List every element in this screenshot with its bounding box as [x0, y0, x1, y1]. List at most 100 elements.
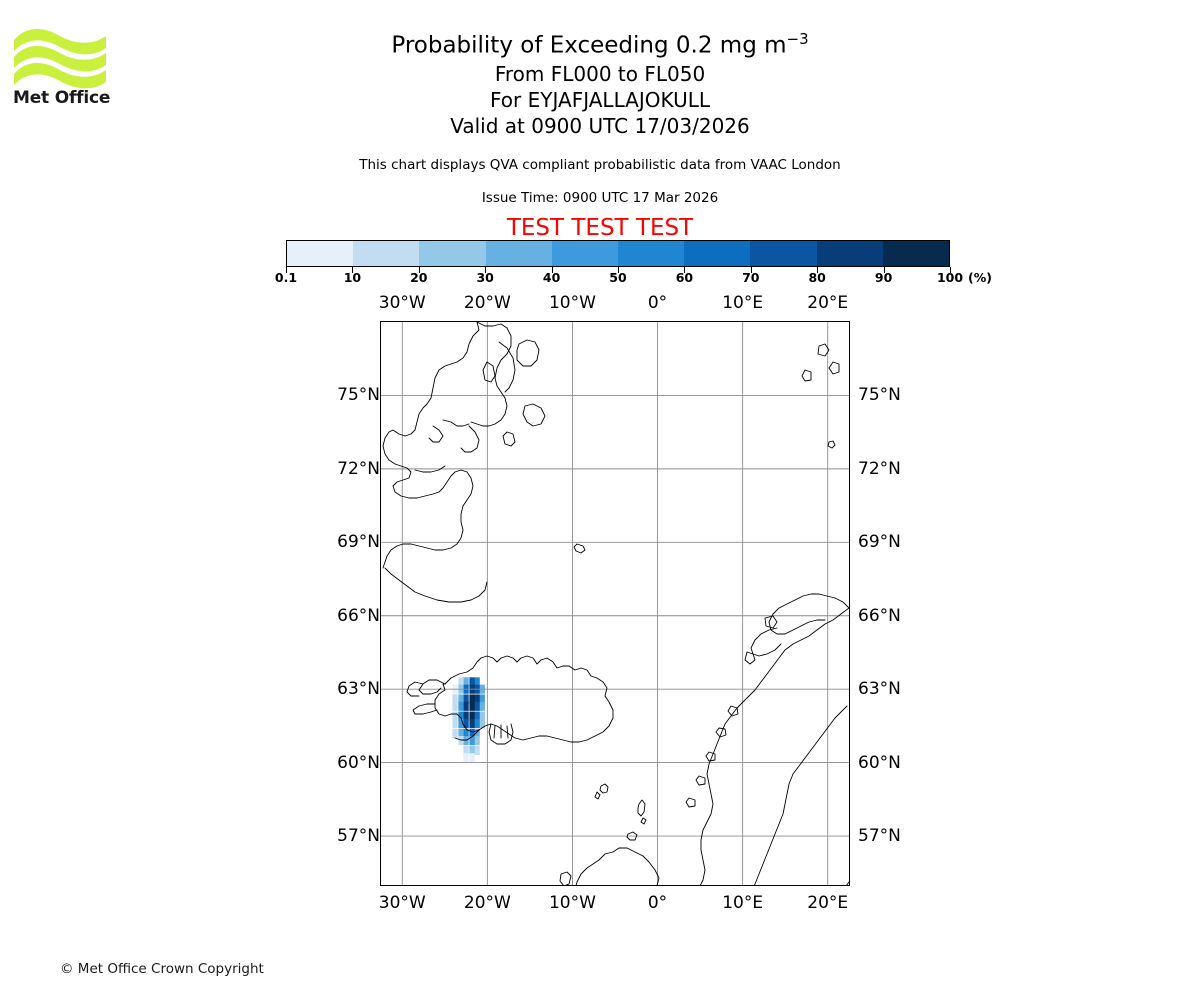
- plume-cell: [463, 711, 469, 721]
- colorbar-ticks: [286, 267, 951, 275]
- colorbar-tick-label-6: 60: [675, 270, 694, 285]
- plume-cell: [458, 728, 464, 738]
- colorbar-unit-label: (%): [968, 270, 992, 285]
- norway-islet-2: [715, 727, 727, 738]
- scotland-west-coast: [575, 851, 614, 885]
- colorbar-tick-5: [618, 267, 619, 273]
- colorbar-tick-label-9: 90: [874, 270, 893, 285]
- plume-cell: [474, 701, 480, 711]
- iceland-coastline: [434, 655, 614, 743]
- plume-cell: [469, 753, 475, 763]
- volcano-name-subtitle: For EYJAFJALLAJOKULL: [490, 87, 710, 112]
- chart-title-block: Probability of Exceeding 0.2 mg m−3 From…: [0, 24, 1200, 139]
- colorbar-tick-3: [485, 267, 487, 273]
- plume-cell: [474, 711, 480, 721]
- lat-label-left-0: 75°N: [337, 385, 380, 406]
- iceland-nw-fjords: [418, 679, 446, 695]
- plume-cell: [469, 745, 475, 755]
- colorbar-tick-label-3: 30: [476, 270, 494, 285]
- lat-label-right-1: 72°N: [858, 458, 901, 479]
- graticule-gridlines: [381, 322, 849, 885]
- great-britain-coastline: [612, 847, 660, 885]
- colorbar-tick-0: [286, 267, 287, 273]
- lon-label-top-3: 0°: [647, 293, 668, 313]
- plume-cell: [458, 701, 464, 711]
- plume-cell: [479, 701, 485, 711]
- lon-label-top-4: 10°E: [722, 293, 764, 313]
- lofoten-islet-1: [744, 651, 756, 665]
- iceland-volcano-inner-1: [493, 725, 496, 739]
- colorbar-segment-5: [618, 241, 685, 266]
- qva-compliance-note: This chart displays QVA compliant probab…: [359, 157, 841, 173]
- greenland-coastline: [382, 322, 480, 569]
- colorbar-tick-label-0: 0.1: [274, 270, 298, 285]
- norway-islet-3: [705, 751, 716, 762]
- iceland-south-bay: [488, 723, 514, 745]
- plume-cell: [452, 718, 458, 728]
- greenland-inlet-a: [498, 341, 516, 393]
- plume-cell: [463, 728, 469, 738]
- iceland-snaefell: [412, 703, 438, 715]
- norway-islet-5: [685, 797, 696, 808]
- colorbar-tick-labels: 0.1 10 20 30 40 50 60 70 80 90 100: [275, 270, 963, 288]
- colorbar-tick-10: [950, 267, 951, 273]
- colorbar-gradient: [286, 240, 950, 267]
- colorbar-segment-3: [485, 241, 552, 266]
- met-office-wave-icon: [14, 29, 106, 89]
- probability-colorbar: [286, 240, 950, 267]
- faroe-islands: [599, 783, 609, 794]
- colorbar-tick-label-4: 40: [542, 270, 561, 285]
- plume-cell: [474, 677, 480, 687]
- plume-cell: [452, 711, 458, 721]
- norway-north-coast: [768, 593, 849, 635]
- colorbar-segment-2: [419, 241, 486, 266]
- lon-label-bottom-4: 10°E: [722, 893, 764, 913]
- lofoten-islands: [750, 627, 782, 657]
- greenland-south-tip: [384, 567, 488, 603]
- plume-cell: [469, 718, 475, 728]
- vesteralen-islet: [764, 615, 778, 629]
- met-office-logo-text: Met Office: [13, 88, 111, 108]
- greenland-fjord-3: [414, 465, 446, 473]
- lon-label-top-2: 10°W: [548, 293, 596, 313]
- colorbar-tick-9: [883, 267, 885, 273]
- plume-cell: [458, 694, 464, 704]
- lat-label-right-5: 60°N: [858, 752, 901, 773]
- lat-label-left-3: 66°N: [337, 605, 380, 626]
- sweden-east-coast: [754, 705, 848, 885]
- colorbar-tick-label-10: 100: [936, 270, 964, 285]
- lon-label-top-0: 30°W: [378, 293, 426, 313]
- iceland-volcano-inner-3: [506, 725, 509, 739]
- map-svg: [381, 322, 849, 885]
- colorbar-tick-label-5: 50: [609, 270, 627, 285]
- hebrides-1: [559, 871, 572, 885]
- colorbar-tick-1: [352, 267, 354, 273]
- ash-plume-layer: [452, 677, 485, 763]
- test-banner: TEST TEST TEST: [506, 215, 694, 241]
- plume-cell: [458, 736, 464, 746]
- map-plot-area[interactable]: [380, 321, 850, 886]
- plume-cell: [474, 736, 480, 746]
- page-title-text: Probability of Exceeding 0.2 mg m: [391, 32, 787, 59]
- plume-cell: [463, 718, 469, 728]
- bear-island-islet: [827, 440, 836, 449]
- lon-label-top-1: 20°W: [463, 293, 511, 313]
- orkney-islands: [626, 831, 638, 841]
- lon-label-bottom-3: 0°: [647, 893, 668, 913]
- lat-label-right-4: 63°N: [858, 679, 901, 700]
- lon-label-bottom-1: 20°W: [463, 893, 511, 913]
- colorbar-tick-label-2: 20: [410, 270, 428, 285]
- issue-time-text: Issue Time: 0900 UTC 17 Mar 2026: [481, 190, 719, 206]
- coastline-layer: [382, 322, 849, 885]
- lat-label-right-6: 57°N: [858, 826, 901, 847]
- plume-cell: [469, 736, 475, 746]
- plume-cell: [452, 701, 458, 711]
- plume-cell: [479, 711, 485, 721]
- greenland-inlet-b: [460, 425, 480, 453]
- colorbar-segment-7: [750, 241, 817, 266]
- greenland-fjord-2: [428, 425, 444, 443]
- lat-label-right-0: 75°N: [858, 385, 901, 406]
- lon-label-bottom-5: 20°E: [807, 893, 849, 913]
- lat-label-left-1: 72°N: [337, 458, 380, 479]
- colorbar-tick-7: [750, 267, 752, 273]
